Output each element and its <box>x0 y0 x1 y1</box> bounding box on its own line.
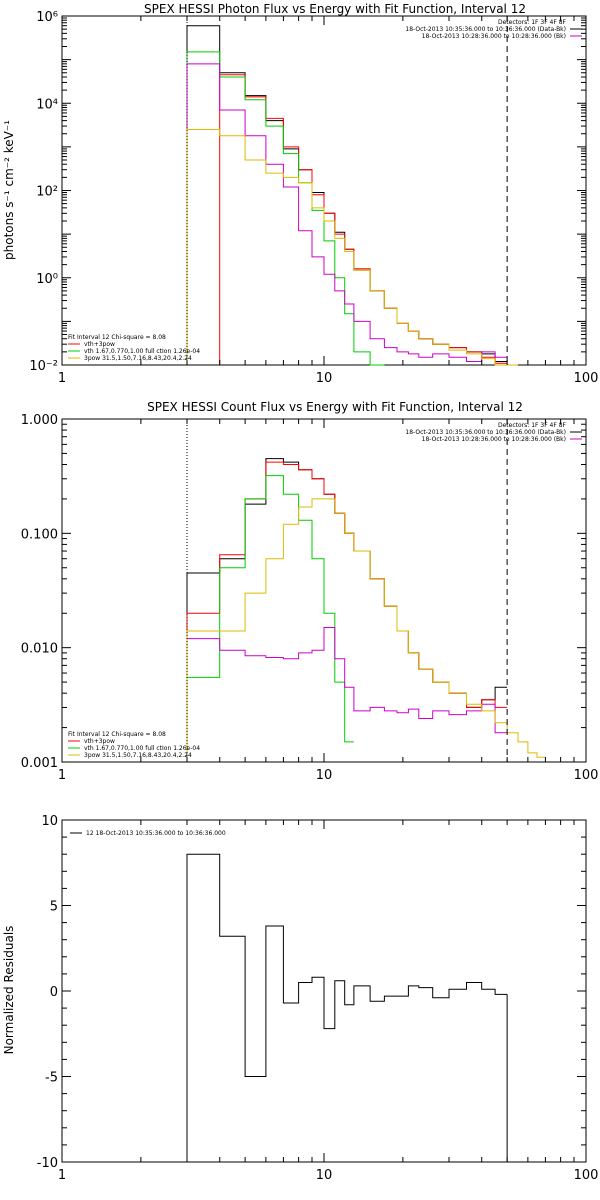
x-tick-label: 10 <box>316 371 333 386</box>
legend-right-entry: 18-Oct-2013 10:35:36.000 to 10:36:36.000… <box>405 26 566 33</box>
legend-right-entry: 18-Oct-2013 10:28:36.000 to 10:28:36.000… <box>422 436 566 443</box>
legend-left-entry: vth+3pow <box>84 738 115 745</box>
nonthermal-series <box>186 129 518 366</box>
y-tick-label: 10 <box>41 814 58 829</box>
thermal-series <box>186 475 354 762</box>
photon-flux-panel: SPEX HESSI Photon Flux vs Energy with Fi… <box>2 2 598 386</box>
y-tick-label: 0.001 <box>21 756 58 771</box>
y-tick-label: 10⁴ <box>36 97 58 112</box>
legend-right-entry: Detectors: 1F 3F 4F 8F <box>498 422 567 429</box>
total-series <box>186 461 508 762</box>
x-tick-label: 1 <box>58 768 66 783</box>
legend-left-entry: 3pow 31.5,1.50,7.16,8.43,20.4,2.24 <box>84 752 192 759</box>
y-tick-label: 10⁻² <box>29 359 58 374</box>
legend-left-entry: vth 1.67,0.770,1.00 full ctIon 1.26e-04 <box>84 348 200 355</box>
photon-flux-title: SPEX HESSI Photon Flux vs Energy with Fi… <box>144 2 526 16</box>
x-tick-label: 10 <box>316 768 333 783</box>
x-tick-label: 100 <box>574 371 599 386</box>
legend-right-entry: 18-Oct-2013 10:28:36.000 to 10:28:36.000… <box>422 33 566 40</box>
legend-right-entry: Detectors: 1F 3F 4F 8F <box>498 19 567 26</box>
count-flux-title: SPEX HESSI Count Flux vs Energy with Fit… <box>147 400 523 414</box>
y-tick-label: -5 <box>45 1071 58 1086</box>
count-flux-panel: SPEX HESSI Count Flux vs Energy with Fit… <box>21 400 599 783</box>
legend-right-entry: 18-Oct-2013 10:35:36.000 to 10:36:36.000… <box>405 429 566 436</box>
legend-left-entry: vth+3pow <box>84 341 115 348</box>
y-tick-label: 0.100 <box>21 527 58 542</box>
y-tick-label: 0 <box>50 985 58 1000</box>
x-tick-label: 100 <box>574 1168 599 1183</box>
data-series <box>186 458 508 762</box>
residuals-series <box>186 853 508 1162</box>
y-tick-label: 10⁰ <box>36 272 58 287</box>
x-tick-label: 10 <box>316 1168 333 1183</box>
background-series <box>186 627 508 762</box>
legend-left-entry: 3pow 31.5,1.50,7.16,8.43,20.4,2.24 <box>84 355 192 362</box>
legend-left-entry: Fit Interval 12 Chi-square = 8.08 <box>68 334 166 341</box>
x-tick-label: 1 <box>58 1168 66 1183</box>
y-tick-label: 10² <box>36 185 58 200</box>
legend-left-entry: Fit Interval 12 Chi-square = 8.08 <box>68 731 166 738</box>
x-tick-label: 1 <box>58 371 66 386</box>
background-series <box>186 63 508 365</box>
legend-left-entry: vth 1.67,0.770,1.00 full ctIon 1.26e-04 <box>84 745 200 752</box>
thermal-series <box>186 51 385 366</box>
nonthermal-series <box>186 498 546 762</box>
y-tick-label: 1.000 <box>21 413 58 428</box>
y-tick-label: 10⁶ <box>36 10 58 25</box>
legend-entry: 12 18-Oct-2013 10:35:36.000 to 10:36:36.… <box>86 830 226 837</box>
y-tick-label: -10 <box>37 1156 58 1171</box>
x-tick-label: 100 <box>574 768 599 783</box>
y-tick-label: 0.010 <box>21 642 58 657</box>
y-tick-label: 5 <box>50 900 58 915</box>
photon-flux-y-label: photons s⁻¹ cm⁻² keV⁻¹ <box>2 120 16 260</box>
residuals-panel: Normalized Residuals 1 10 100 -10 -5 0 5 10 12 … <box>2 814 598 1183</box>
residuals-y-label: Normalized Residuals <box>2 926 16 1055</box>
